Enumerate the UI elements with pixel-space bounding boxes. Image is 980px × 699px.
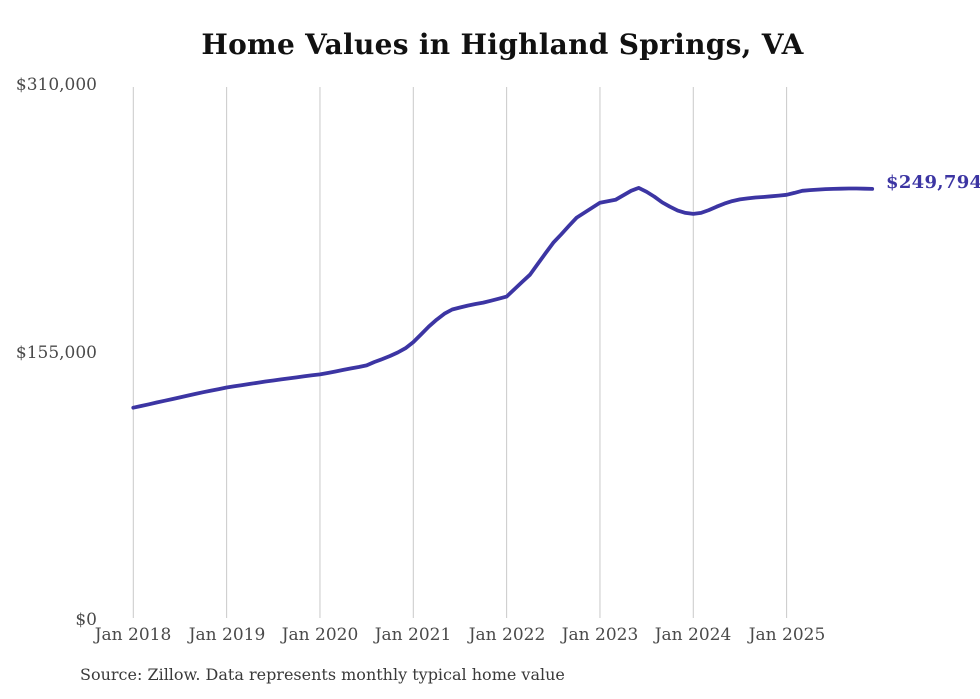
y-axis-tick-label: $310,000 <box>15 75 97 95</box>
chart-title: Home Values in Highland Springs, VA <box>201 28 804 61</box>
x-axis-tick-label: Jan 2023 <box>561 625 639 645</box>
y-axis-tick-label: $155,000 <box>15 343 97 363</box>
x-axis-tick-label: Jan 2025 <box>748 625 826 645</box>
latest-value-label: $249,794 <box>886 172 980 193</box>
x-axis-tick-label: Jan 2018 <box>94 625 172 645</box>
x-axis-tick-label: Jan 2019 <box>188 625 266 645</box>
source-note: Source: Zillow. Data represents monthly … <box>80 665 565 684</box>
x-axis-tick-label: Jan 2020 <box>281 625 359 645</box>
y-axis-tick-label: $0 <box>75 610 97 630</box>
home-value-line <box>131 185 875 410</box>
x-axis-tick-label: Jan 2024 <box>654 625 732 645</box>
x-axis-tick-label: Jan 2022 <box>468 625 546 645</box>
x-axis-tick-label: Jan 2021 <box>374 625 452 645</box>
